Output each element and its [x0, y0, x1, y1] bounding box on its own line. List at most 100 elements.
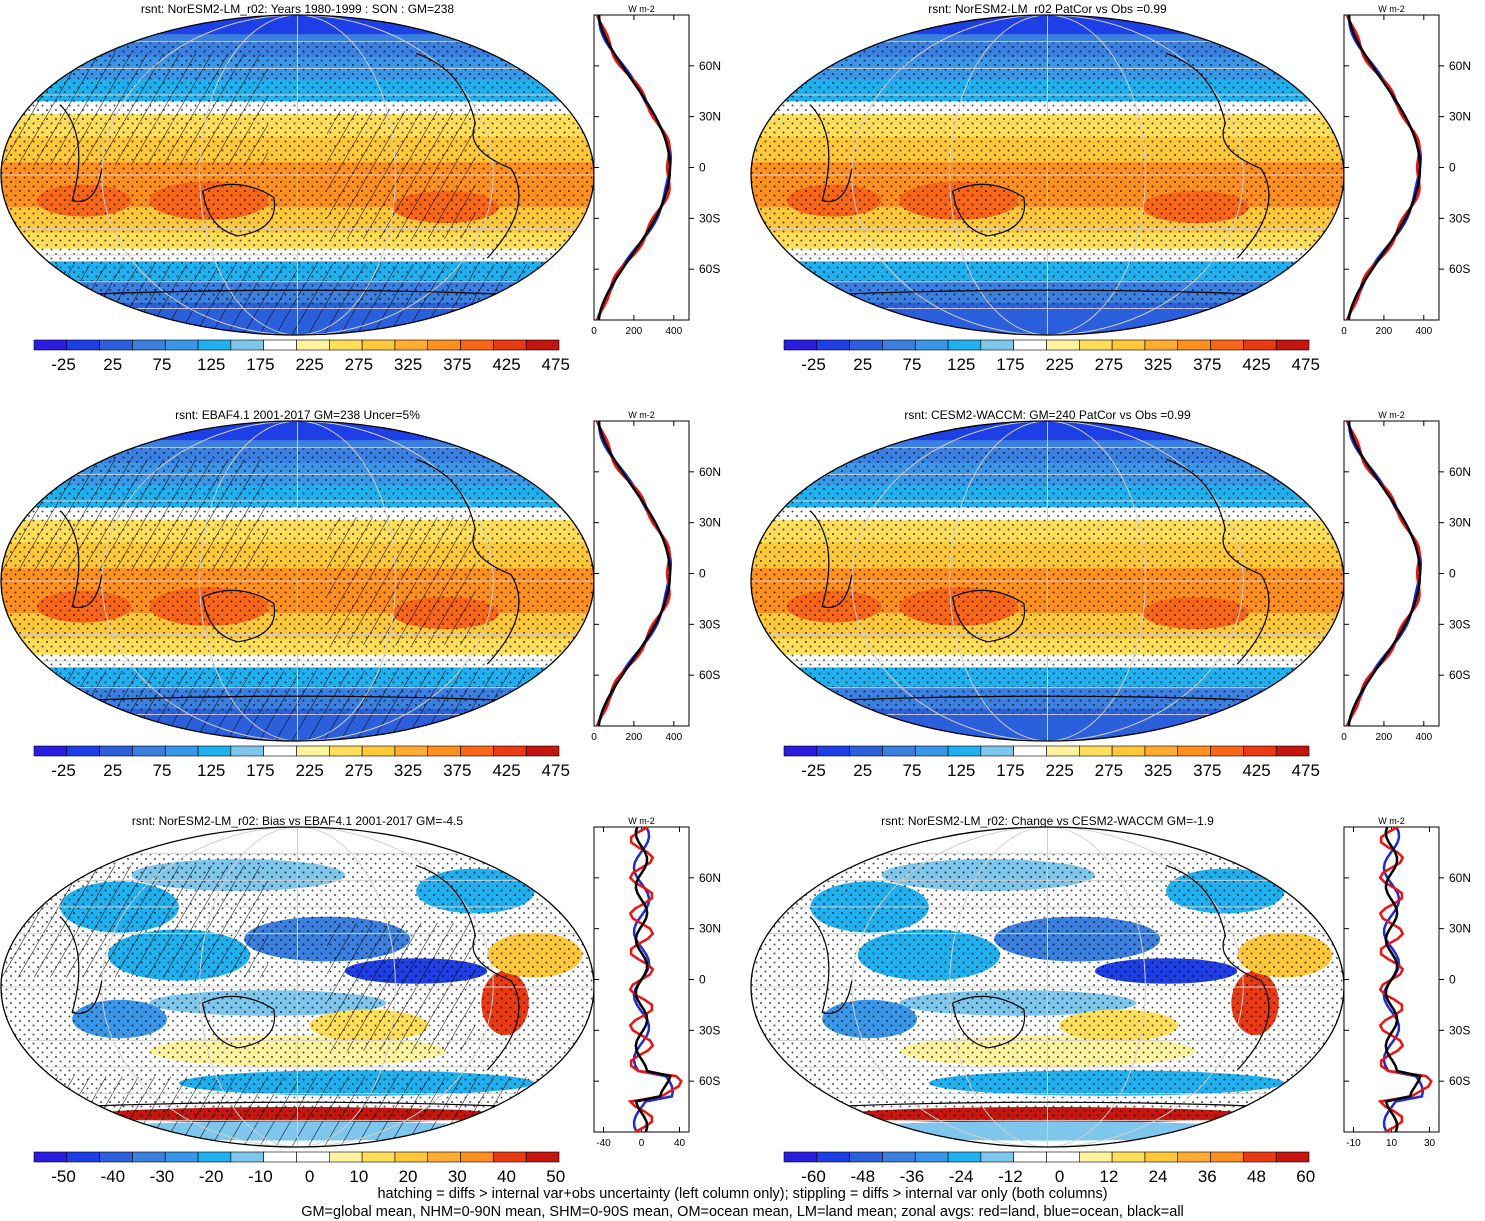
profile-lat-tick: 60N: [1449, 59, 1471, 73]
colorbar-label: 375: [1193, 761, 1221, 780]
profile-lat-tick: 30N: [1449, 516, 1471, 530]
map-field: [751, 827, 1344, 1147]
colorbar-label: 275: [345, 761, 373, 780]
colorbar-label: 125: [197, 761, 225, 780]
map-field: [751, 421, 1344, 741]
profile-lat-tick: 0: [699, 973, 706, 987]
map-field: [1, 421, 594, 741]
colorbar-label: -12: [998, 1167, 1023, 1186]
profile-x-tick: 200: [626, 326, 643, 337]
profile-x-tick: 0: [1341, 732, 1347, 743]
zonal-profile-plot: 60N 30N 0 30S 60S 0 200 400 W m-2: [1341, 410, 1471, 743]
profile-lat-tick: 0: [1449, 161, 1456, 175]
profile-lat-tick: 0: [1449, 973, 1456, 987]
colorbar-label: 75: [903, 761, 922, 780]
map-panel-2: rsnt: NorESM2-LM_r02 PatCor vs Obs =0.99…: [750, 0, 1485, 400]
profile-lat-tick: 30N: [1449, 922, 1471, 936]
colorbar: -60 -48 -36 -24 -12 0 12 24 36 48 60: [783, 1151, 1315, 1186]
colorbar-label: -24: [949, 1167, 974, 1186]
colorbar-label: 325: [1144, 355, 1172, 374]
colorbar-label: 225: [295, 761, 323, 780]
map-figure: 60N 30N 0 30S 60S -10 10 30 W m-2 -60 -48 -36 -24 -12…: [750, 816, 1471, 1186]
colorbar-label: 125: [947, 761, 975, 780]
profile-lat-tick: 30N: [699, 110, 721, 124]
colorbar-label: 24: [1149, 1167, 1168, 1186]
zonal-profile-plot: 60N 30N 0 30S 60S -40 0 40 W m-2: [593, 816, 721, 1149]
colorbar: -25 25 75 125 175 225 275 325 375 425 475: [783, 339, 1320, 374]
colorbar-label: 475: [1292, 761, 1320, 780]
colorbar-label: 25: [853, 761, 872, 780]
colorbar-label: 60: [1296, 1167, 1315, 1186]
map-panel-6: rsnt: NorESM2-LM_r02: Change vs CESM2-WA…: [750, 812, 1485, 1212]
profile-lat-tick: 30N: [1449, 110, 1471, 124]
colorbar-label: 425: [1242, 761, 1270, 780]
map-figure: 60N 30N 0 30S 60S 0 200 400 W m-2 -25 25 75 125 175 22…: [750, 410, 1471, 780]
map-panel-5: rsnt: NorESM2-LM_r02: Bias vs EBAF4.1 20…: [0, 812, 735, 1212]
profile-x-tick: -40: [596, 1138, 611, 1149]
zonal-profile-plot: 60N 30N 0 30S 60S 0 200 400 W m-2: [1341, 4, 1471, 337]
profile-units: W m-2: [1378, 4, 1405, 14]
colorbar-label: 325: [394, 761, 422, 780]
colorbar-label: 125: [947, 355, 975, 374]
colorbar-label: 475: [542, 355, 570, 374]
colorbar-label: 25: [103, 355, 122, 374]
colorbar-label: 325: [1144, 761, 1172, 780]
colorbar-label: -36: [900, 1167, 925, 1186]
profile-lat-tick: 60N: [1449, 871, 1471, 885]
map-figure: 60N 30N 0 30S 60S -40 0 40 W m-2 -50 -40 -30 -20 -10 0…: [0, 816, 721, 1186]
profile-x-tick: 400: [1415, 326, 1432, 337]
colorbar-label: 0: [1055, 1167, 1064, 1186]
map-field: [1, 827, 594, 1147]
colorbar: -25 25 75 125 175 225 275 325 375 425 475: [33, 339, 570, 374]
profile-units: W m-2: [1378, 410, 1405, 420]
profile-lat-tick: 30S: [699, 617, 720, 631]
footnote-legend: GM=global mean, NHM=0-90N mean, SHM=0-90…: [301, 1204, 1184, 1220]
colorbar-label: -10: [248, 1167, 273, 1186]
profile-x-tick: 200: [1376, 732, 1393, 743]
colorbar-label: -25: [51, 761, 76, 780]
profile-lat-tick: 30N: [699, 516, 721, 530]
colorbar-label: 75: [153, 355, 172, 374]
map-field: [1, 15, 594, 335]
profile-lat-tick: 60S: [1449, 668, 1470, 682]
colorbar-label: 25: [103, 761, 122, 780]
zonal-profile-plot: 60N 30N 0 30S 60S 0 200 400 W m-2: [591, 410, 721, 743]
colorbar-label: 225: [1045, 761, 1073, 780]
profile-lat-tick: 60N: [699, 871, 721, 885]
zonal-profile-plot: 60N 30N 0 30S 60S -10 10 30 W m-2: [1343, 816, 1471, 1149]
colorbar-label: 225: [1045, 355, 1073, 374]
colorbar-label: 25: [853, 355, 872, 374]
profile-units: W m-2: [628, 816, 655, 826]
map-panel-3: rsnt: EBAF4.1 2001-2017 GM=238 Uncer=5% 6…: [0, 406, 735, 806]
map-panel-4: rsnt: CESM2-WACCM: GM=240 PatCor vs Obs …: [750, 406, 1485, 806]
profile-x-tick: 400: [665, 326, 682, 337]
profile-lat-tick: 30S: [699, 211, 720, 225]
colorbar-label: 425: [492, 355, 520, 374]
profile-x-tick: 200: [626, 732, 643, 743]
colorbar-label: -40: [100, 1167, 125, 1186]
profile-lat-tick: 60N: [699, 465, 721, 479]
map-figure: 60N 30N 0 30S 60S 0 200 400 W m-2 -25 25 75 125 175 22…: [0, 410, 721, 780]
profile-lat-tick: 60S: [699, 262, 720, 276]
profile-lat-tick: 30S: [1449, 617, 1470, 631]
colorbar-label: 10: [349, 1167, 368, 1186]
profile-x-tick: 400: [665, 732, 682, 743]
profile-units: W m-2: [628, 410, 655, 420]
profile-lat-tick: 60N: [1449, 465, 1471, 479]
colorbar-label: 375: [1193, 355, 1221, 374]
profile-lat-tick: 0: [699, 567, 706, 581]
colorbar-label: 50: [546, 1167, 565, 1186]
map-title: rsnt: EBAF4.1 2001-2017 GM=238 Uncer=5%: [175, 408, 420, 422]
profile-lat-tick: 60S: [699, 668, 720, 682]
colorbar-label: 375: [443, 355, 471, 374]
profile-lat-tick: 0: [1449, 567, 1456, 581]
profile-lat-tick: 60N: [699, 59, 721, 73]
colorbar-label: 36: [1198, 1167, 1217, 1186]
map-title: rsnt: CESM2-WACCM: GM=240 PatCor vs Obs …: [904, 408, 1191, 422]
profile-x-tick: 40: [674, 1138, 686, 1149]
colorbar-label: 325: [394, 355, 422, 374]
profile-x-tick: 10: [1386, 1138, 1398, 1149]
colorbar-label: -48: [850, 1167, 875, 1186]
colorbar-label: -25: [801, 761, 826, 780]
footnote-hatching: hatching = diffs > internal var+obs unce…: [377, 1186, 1108, 1202]
